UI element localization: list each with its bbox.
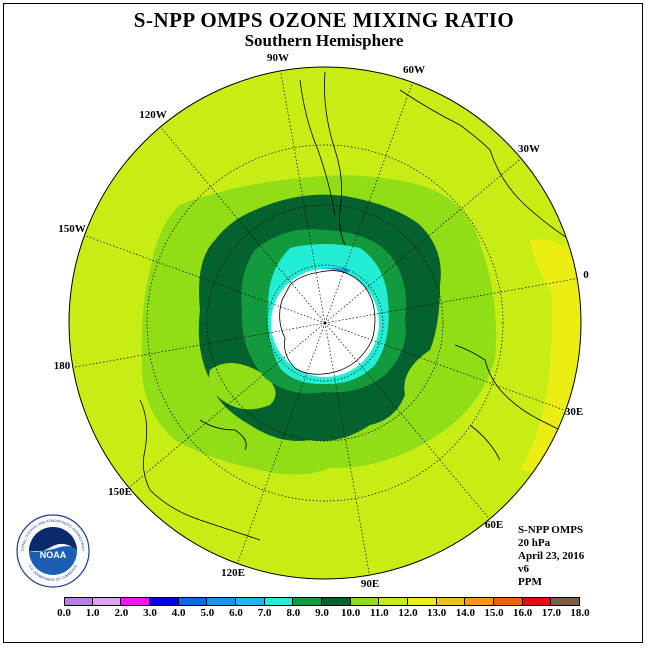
colorbar-tick-label: 0.0 [57, 607, 71, 619]
meridians [72, 70, 578, 576]
lon-label-150w: 150W [58, 223, 86, 235]
colorbar-tick-label: 3.0 [143, 607, 157, 619]
meridian-line [324, 82, 413, 324]
lon-label-60e: 60E [485, 519, 503, 531]
lon-label-120w: 120W [139, 109, 167, 121]
colorbar-swatch [293, 597, 322, 606]
colorbar-swatch [350, 597, 380, 606]
noaa-logo: NOAA NATIONAL OCEANIC AND ATMOSPHERIC AD… [16, 514, 90, 588]
australia-coast [139, 399, 261, 541]
colorbar-ticks: 0.0 1.0 2.0 3.0 4.0 5.0 6.0 7.0 8.0 9.0 10.0 11.0 12… [0, 607, 648, 621]
lon-label-90w: 90W [267, 52, 289, 64]
colorbar-tick-label: 9.0 [315, 607, 329, 619]
lon-label-30w: 30W [518, 143, 540, 155]
colorbar-swatch [264, 597, 294, 606]
colorbar-swatch [178, 597, 208, 606]
meridian-line [72, 322, 326, 368]
latitude-circle-70s [206, 204, 444, 442]
colorbar-swatch [92, 597, 122, 606]
meridian-line [160, 126, 326, 324]
lon-label-30e: 30E [565, 406, 583, 418]
colorbar-tick-label: 15.0 [484, 607, 504, 619]
map-subtitle: Southern Hemisphere [244, 31, 404, 50]
meridian-line [324, 322, 370, 576]
meridian-line [280, 70, 326, 324]
colorbar-tick-label: 18.0 [570, 607, 590, 619]
map-boundary [68, 66, 582, 580]
meridian-line [128, 322, 326, 488]
colorbar-tick-label: 6.0 [229, 607, 243, 619]
south-georgia-coast [399, 89, 491, 151]
map-title: S-NPP OMPS OZONE MIXING RATIO [133, 8, 515, 32]
lon-label-120e: 120E [221, 567, 245, 579]
graticule [146, 144, 504, 502]
noaa-logo-text: NOAA [40, 550, 67, 560]
lon-label-90e: 90E [361, 578, 379, 590]
colorbar-swatch [207, 597, 236, 606]
lon-label-180: 180 [54, 360, 71, 372]
colorbar-tick-label: 10.0 [341, 607, 361, 619]
pressure-level-label: 20 hPa [518, 537, 551, 549]
colorbar-tick-label: 8.0 [286, 607, 301, 619]
colorbar-swatch [408, 597, 437, 606]
lon-label-150e: 150E [108, 486, 132, 498]
colorbar-swatch [121, 597, 150, 606]
units-label: PPM [518, 576, 542, 588]
date-label: April 23, 2016 [518, 550, 585, 562]
colorbar-tick-label: 7.0 [257, 607, 272, 619]
info-block: S-NPP OMPS 20 hPa April 23, 2016 v6 PPM [518, 524, 584, 589]
colorbar-swatch [236, 597, 265, 606]
colorbar-swatch [150, 597, 179, 606]
version-label: v6 [518, 563, 529, 575]
colorbar-tick-label: 16.0 [513, 607, 533, 619]
colorbar-tick-label: 5.0 [200, 607, 215, 619]
contour-12-13-patch [530, 239, 576, 300]
south-america-coast [324, 71, 346, 246]
lon-label-60w: 60W [403, 64, 425, 76]
colorbar-tick-label: 1.0 [85, 607, 100, 619]
colorbar-swatch [522, 597, 552, 606]
colorbar-swatch [379, 597, 408, 606]
colorbar-tick-label: 14.0 [455, 607, 475, 619]
lon-label-0: 0 [583, 269, 589, 281]
instrument-label: S-NPP OMPS [518, 524, 584, 536]
colorbar-tick-label: 2.0 [114, 607, 129, 619]
africa-coast [454, 344, 581, 441]
meridian-line [324, 158, 522, 324]
meridian-line [84, 235, 326, 324]
colorbar-tick-label: 4.0 [171, 607, 186, 619]
colorbar-tick-label: 11.0 [370, 607, 389, 619]
colorbar [64, 597, 580, 606]
colorbar-swatch [322, 597, 351, 606]
colorbar-swatch [64, 597, 93, 606]
latitude-circle-60s [146, 144, 504, 502]
colorbar-swatch [551, 597, 580, 606]
latitude-circle-80s [266, 264, 384, 382]
ozone-contours [69, 67, 581, 579]
south-pole-marker [323, 321, 327, 325]
madagascar-coast [469, 424, 501, 461]
colorbar-tick-label: 13.0 [427, 607, 447, 619]
meridian-line [324, 322, 566, 411]
atlantic-coast [489, 149, 581, 291]
colorbar-swatch [494, 597, 523, 606]
new-zealand-coast [199, 419, 247, 451]
meridian-line [324, 278, 578, 324]
contour-10-11-tongue [209, 362, 276, 410]
meridian-line [324, 322, 490, 520]
colorbar-swatch [436, 597, 466, 606]
colorbar-tick-label: 17.0 [541, 607, 561, 619]
meridian-line [237, 322, 326, 564]
south-america-west-coast [299, 79, 336, 216]
colorbar-swatch [465, 597, 494, 606]
colorbar-tick-label: 12.0 [398, 607, 418, 619]
